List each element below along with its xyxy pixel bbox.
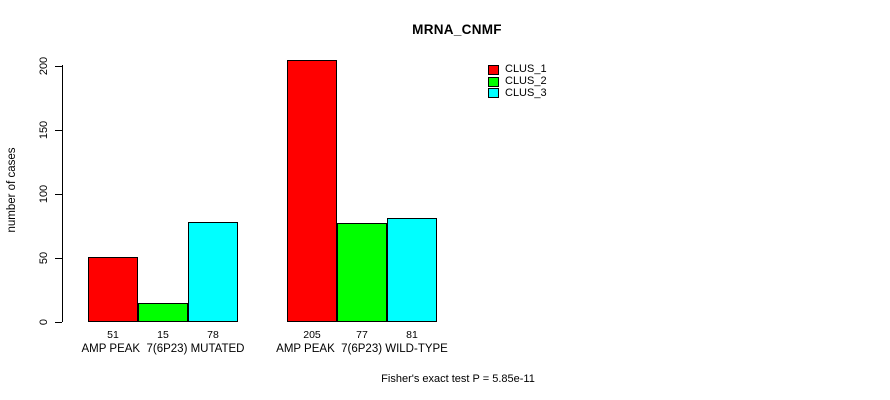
legend-swatch [488, 88, 499, 99]
y-axis-tick [55, 258, 62, 259]
bar [387, 218, 437, 322]
x-axis-group-label: AMP PEAK 7(6P23) MUTATED [81, 343, 245, 355]
y-axis-tick-label: 100 [38, 184, 50, 204]
bar-value-label: 15 [157, 329, 169, 341]
y-axis-title: number of cases [6, 147, 18, 233]
bar [188, 222, 238, 322]
legend-item: CLUS_3 [488, 87, 547, 99]
legend-swatch [488, 76, 499, 87]
y-axis-tick-label: 200 [38, 56, 50, 76]
legend-label: CLUS_3 [505, 86, 547, 99]
legend-swatch [488, 64, 499, 75]
legend-item: CLUS_1 [488, 64, 547, 76]
bar-value-label: 205 [303, 329, 321, 341]
bar-value-label: 77 [356, 329, 368, 341]
y-axis-tick-label: 50 [38, 251, 50, 265]
bar-value-label: 78 [207, 329, 219, 341]
chart-title: MRNA_CNMF [412, 22, 502, 37]
x-axis-group-label: AMP PEAK 7(6P23) WILD-TYPE [276, 343, 448, 355]
y-axis-tick [55, 130, 62, 131]
bar-value-label: 81 [406, 329, 418, 341]
y-axis-tick [55, 194, 62, 195]
y-axis-tick-label: 150 [38, 120, 50, 140]
bar-value-label: 51 [107, 329, 119, 341]
bar [138, 303, 188, 322]
bar [337, 223, 387, 322]
legend-item: CLUS_2 [488, 76, 547, 88]
legend-label: CLUS_1 [505, 63, 547, 76]
legend-label: CLUS_2 [505, 75, 547, 88]
stat-test-annotation: Fisher's exact test P = 5.85e-11 [381, 373, 535, 385]
y-axis-tick [55, 322, 62, 323]
y-axis-tick [55, 66, 62, 67]
y-axis-tick-label: 0 [38, 318, 50, 326]
bar [88, 257, 138, 322]
bar [287, 60, 337, 322]
y-axis-line [62, 65, 63, 322]
legend: CLUS_1 CLUS_2 CLUS_3 [488, 64, 547, 99]
